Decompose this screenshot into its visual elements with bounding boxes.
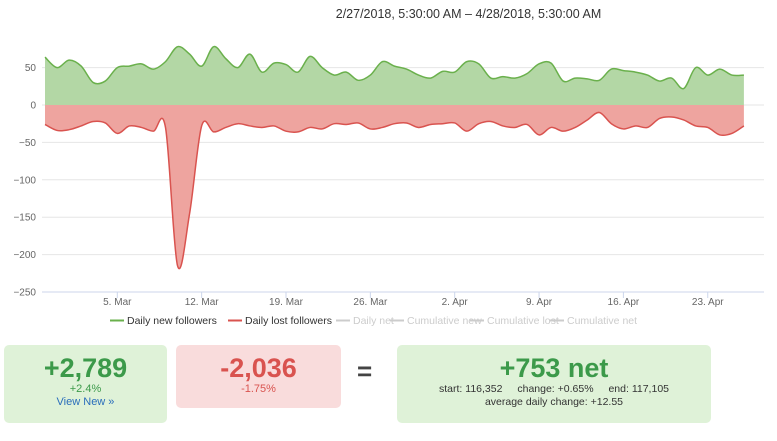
y-tick-label: 0 [30, 101, 36, 112]
y-tick-label: 50 [25, 63, 37, 74]
y-axis: 50 0 −50 −100 −150 −200 −250 [13, 63, 36, 298]
net-followers-total: +753 net [499, 353, 609, 383]
x-tick-label: 16. Apr [608, 297, 640, 308]
x-axis: 5. Mar 12. Mar 19. Mar 26. Mar 2. Apr 9. Apr 1… [42, 291, 764, 308]
legend-label: Daily net [353, 315, 394, 327]
y-tick-label: −50 [19, 138, 36, 149]
chart-legend: Daily new followers Daily lost followers D… [110, 315, 637, 327]
x-tick-label: 23. Apr [692, 297, 724, 308]
legend-item[interactable]: Cumulative lost [470, 315, 559, 327]
view-new-link[interactable]: View New » [56, 396, 115, 408]
net-details: start: 116,352 change: +0.65% end: 117,1… [397, 383, 711, 396]
new-followers-percent: +2.4% [69, 383, 102, 395]
followers-chart: 50 0 −50 −100 −150 −200 −250 5. Mar 12. Mar 19. … [13, 45, 764, 327]
legend-item[interactable]: Cumulative new [390, 315, 482, 327]
lost-followers-percent: -1.75% [241, 383, 276, 395]
legend-label: Daily new followers [127, 315, 217, 327]
chart-series [44, 45, 745, 270]
new-followers-area [45, 46, 744, 105]
legend-item[interactable]: Daily new followers [110, 315, 217, 327]
equals-sign: = [357, 356, 373, 386]
y-tick-label: −150 [13, 213, 36, 224]
x-tick-label: 9. Apr [526, 297, 553, 308]
lost-followers-area [45, 105, 744, 269]
legend-label: Cumulative lost [487, 315, 559, 327]
x-tick-label: 2. Apr [442, 297, 469, 308]
legend-item[interactable]: Daily net [336, 315, 394, 327]
date-range: 2/27/2018, 5:30:00 AM – 4/28/2018, 5:30:… [335, 7, 602, 21]
net-followers-card: +753 net start: 116,352 change: +0.65% e… [397, 345, 711, 423]
net-start: start: 116,352 [439, 383, 503, 395]
y-tick-label: −100 [13, 175, 36, 186]
legend-label: Cumulative new [407, 315, 482, 327]
lost-followers-line [44, 111, 745, 270]
lost-followers-card: -2,036 -1.75% [176, 345, 341, 408]
new-followers-total: +2,789 [43, 353, 128, 383]
y-tick-label: −250 [13, 288, 36, 299]
y-tick-label: −200 [13, 250, 36, 261]
legend-item[interactable]: Cumulative net [550, 315, 637, 327]
legend-item[interactable]: Daily lost followers [228, 315, 332, 327]
net-change: change: +0.65% [517, 383, 594, 395]
x-tick-label: 26. Mar [353, 297, 388, 308]
new-followers-line [44, 45, 744, 90]
legend-label: Daily lost followers [245, 315, 332, 327]
net-average: average daily change: +12.55 [484, 396, 624, 408]
lost-followers-total: -2,036 [220, 353, 297, 383]
x-tick-label: 5. Mar [103, 297, 132, 308]
legend-label: Cumulative net [567, 315, 637, 327]
net-end: end: 117,105 [608, 383, 669, 395]
x-tick-label: 19. Mar [269, 297, 304, 308]
x-tick-label: 12. Mar [185, 297, 220, 308]
new-followers-card: +2,789 +2.4% View New » [4, 345, 167, 423]
